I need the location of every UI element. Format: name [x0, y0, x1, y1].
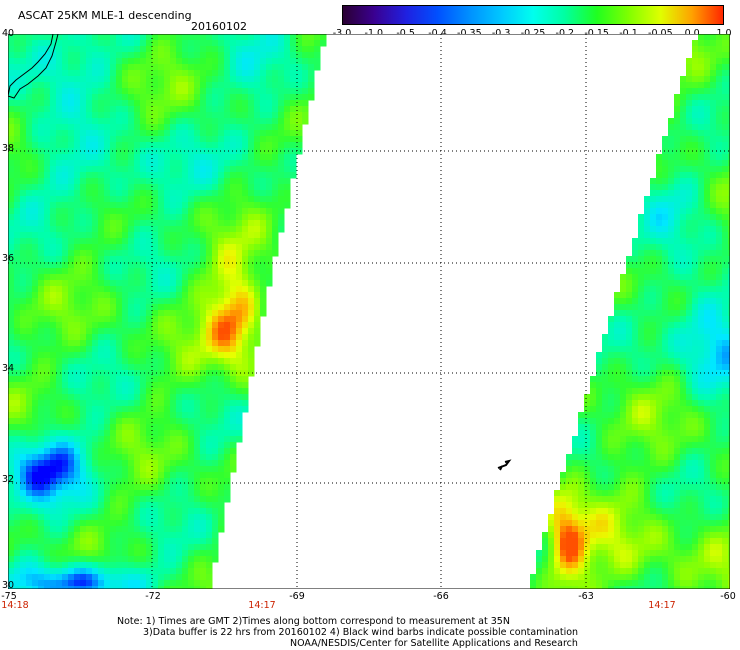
- map-date: 20160102: [191, 20, 247, 33]
- time-middle: 14:17: [248, 600, 276, 611]
- lon-label-69: -69: [289, 591, 305, 602]
- map-panel: [8, 34, 730, 589]
- lon-label-72: -72: [145, 591, 161, 602]
- lon-label-63: -63: [578, 591, 594, 602]
- note-line-2: 3)Data buffer is 22 hrs from 20160102 4)…: [143, 627, 579, 638]
- colorbar-segment: [405, 5, 438, 25]
- note-line-1: Note: 1) Times are GMT 2)Times along bot…: [117, 616, 510, 627]
- time-left: 14:18: [1, 600, 29, 611]
- colorbar-segment: [342, 5, 375, 25]
- colorbar-segment: [533, 5, 566, 25]
- time-right: 14:17: [648, 600, 676, 611]
- lat-label-32: 32: [2, 474, 15, 485]
- colorbar-segment: [469, 5, 502, 25]
- lon-label-66: -66: [433, 591, 449, 602]
- coastline: [8, 34, 59, 99]
- colorbar-segment: [596, 5, 629, 25]
- scatterometer-swaths: [8, 34, 730, 589]
- lat-label-40: 40: [2, 28, 15, 39]
- lat-label-30: 30: [2, 580, 15, 591]
- lon-label-75: -75: [1, 591, 17, 602]
- colorbar-segment: [660, 5, 693, 25]
- map-title: ASCAT 25KM MLE-1 descending: [18, 9, 192, 22]
- colorbar-segment: [437, 5, 470, 25]
- wind-barb: [497, 459, 512, 471]
- colorbar-segment: [564, 5, 598, 25]
- colorbar-segment: [501, 5, 534, 25]
- lat-label-34: 34: [2, 363, 15, 374]
- colorbar-segment: [628, 5, 661, 25]
- lat-label-36: 36: [2, 253, 15, 264]
- colorbar-segment: [692, 5, 724, 25]
- colorbar: [342, 5, 724, 25]
- colorbar-segment: [373, 5, 407, 25]
- lon-label-60: -60: [720, 591, 736, 602]
- lat-label-38: 38: [2, 143, 15, 154]
- note-line-3: NOAA/NESDIS/Center for Satellite Applica…: [290, 638, 578, 649]
